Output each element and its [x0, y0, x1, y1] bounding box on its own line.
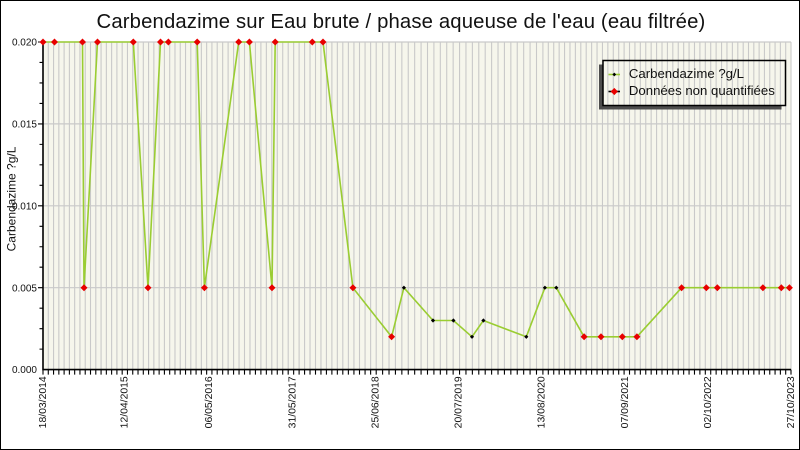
- svg-text:07/09/2021: 07/09/2021: [620, 376, 631, 428]
- svg-text:Carbendazime ?g/L: Carbendazime ?g/L: [629, 66, 744, 81]
- svg-text:12/04/2015: 12/04/2015: [120, 376, 131, 428]
- svg-text:06/05/2016: 06/05/2016: [204, 376, 215, 428]
- svg-text:18/03/2014: 18/03/2014: [38, 376, 49, 428]
- svg-text:Carbendazime ?g/L: Carbendazime ?g/L: [5, 146, 19, 251]
- svg-text:20/07/2019: 20/07/2019: [454, 376, 465, 428]
- svg-text:0.000: 0.000: [12, 365, 37, 376]
- svg-text:02/10/2022: 02/10/2022: [703, 376, 714, 428]
- svg-text:Carbendazime sur Eau brute / p: Carbendazime sur Eau brute / phase aqueu…: [97, 11, 706, 33]
- svg-text:27/10/2023: 27/10/2023: [786, 376, 797, 428]
- svg-text:13/08/2020: 13/08/2020: [537, 376, 548, 428]
- svg-text:0.010: 0.010: [12, 201, 37, 212]
- svg-text:Données non quantifiées: Données non quantifiées: [629, 83, 775, 98]
- svg-text:31/05/2017: 31/05/2017: [287, 376, 298, 428]
- svg-text:0.005: 0.005: [12, 283, 37, 294]
- svg-text:0.015: 0.015: [12, 120, 37, 131]
- svg-text:0.020: 0.020: [12, 38, 37, 49]
- svg-text:25/06/2018: 25/06/2018: [370, 376, 381, 428]
